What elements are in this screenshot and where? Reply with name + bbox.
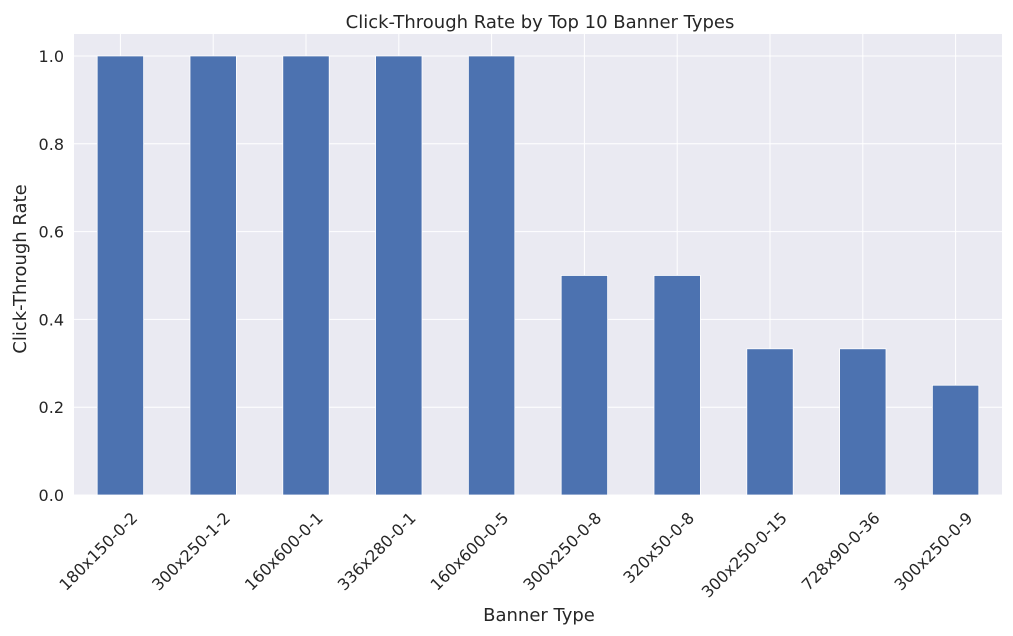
x-axis-ticks: 180x150-0-2 300x250-1-2 160x600-0-1 336x280… — [55, 508, 976, 601]
bar-336x280-0-1 — [375, 55, 423, 496]
bar-300x250-0-15 — [746, 348, 794, 496]
y-tick-label: 0.4 — [39, 310, 64, 329]
chart-title: Click-Through Rate by Top 10 Banner Type… — [346, 12, 735, 33]
bar-728x90-0-36 — [839, 348, 887, 496]
bars — [96, 55, 980, 496]
y-tick-label: 0.0 — [39, 486, 64, 505]
x-tick-label: 300x250-0-9 — [891, 508, 977, 594]
x-tick-label: 728x90-0-36 — [798, 508, 884, 594]
bar-180x150-0-2 — [96, 55, 144, 496]
x-tick-label: 300x250-0-15 — [698, 508, 791, 601]
x-tick-label: 180x150-0-2 — [55, 508, 141, 594]
y-tick-label: 0.2 — [39, 398, 64, 417]
y-tick-label: 1.0 — [39, 47, 64, 66]
bar-320x50-0-8 — [653, 275, 701, 496]
bar-300x250-1-2 — [189, 55, 237, 496]
bar-300x250-0-8 — [560, 275, 609, 496]
bar-160x600-0-1 — [282, 55, 330, 496]
y-tick-label: 0.8 — [39, 135, 64, 154]
y-tick-label: 0.6 — [39, 223, 64, 242]
x-tick-label: 320x50-0-8 — [619, 508, 698, 587]
bar-300x250-0-9 — [932, 384, 980, 496]
x-tick-label: 336x280-0-1 — [334, 508, 420, 594]
y-axis-ticks: 0.0 0.2 0.4 0.6 0.8 1.0 — [39, 47, 64, 505]
bar-160x600-0-5 — [467, 55, 516, 496]
x-tick-label: 160x600-0-1 — [241, 508, 327, 594]
y-axis-title: Click-Through Rate — [10, 184, 31, 353]
x-tick-label: 300x250-0-8 — [519, 508, 605, 594]
x-tick-label: 300x250-1-2 — [148, 508, 234, 594]
x-tick-label: 160x600-0-5 — [427, 508, 513, 594]
x-axis-title: Banner Type — [483, 605, 595, 626]
